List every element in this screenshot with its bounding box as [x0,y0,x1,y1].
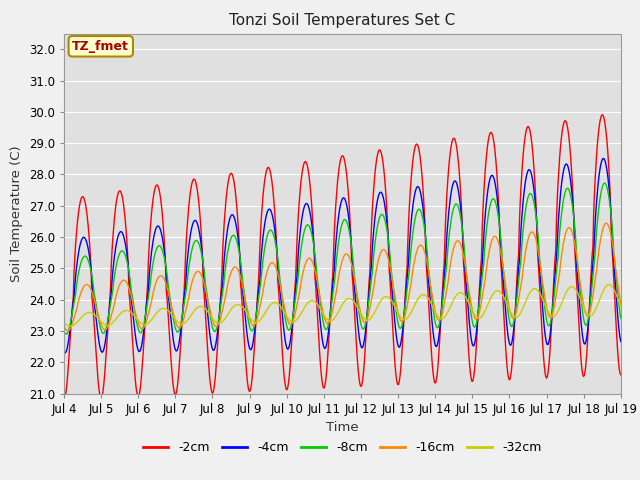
-8cm [71,295,79,301]
-16cm [64,328,72,334]
-2cm [127,320,135,325]
-16cm [411,256,419,262]
-32cm [128,311,136,316]
-2cm [184,214,192,219]
-4cm [185,244,193,250]
-8cm [63,331,70,337]
-8cm [214,320,222,325]
Line: -16cm: -16cm [64,223,621,331]
-4cm [71,283,79,288]
-8cm [428,288,435,294]
-32cm [71,322,79,327]
-8cm [128,292,136,298]
-32cm [60,320,68,325]
-16cm [185,295,193,301]
-16cm [428,286,435,291]
-8cm [601,180,609,186]
-4cm [617,339,625,345]
-32cm [185,316,193,322]
-8cm [60,328,68,334]
-32cm [411,302,419,308]
-16cm [71,312,79,318]
-32cm [214,320,222,326]
-8cm [617,315,625,321]
-2cm [70,269,78,275]
-16cm [128,297,136,303]
-4cm [600,156,607,161]
-16cm [214,322,222,328]
Line: -4cm: -4cm [64,158,621,353]
-4cm [61,350,68,356]
-4cm [411,191,419,196]
-32cm [605,282,613,288]
-16cm [60,323,68,329]
-2cm [598,112,606,118]
Y-axis label: Soil Temperature (C): Soil Temperature (C) [10,145,23,282]
-16cm [617,301,625,307]
-32cm [67,324,74,329]
Line: -32cm: -32cm [64,285,621,326]
-2cm [617,372,625,378]
Line: -8cm: -8cm [64,183,621,334]
-16cm [602,220,610,226]
-2cm [214,346,221,352]
-8cm [411,217,419,223]
-2cm [410,149,418,155]
-4cm [60,349,68,355]
Title: Tonzi Soil Temperatures Set C: Tonzi Soil Temperatures Set C [229,13,456,28]
X-axis label: Time: Time [326,421,358,434]
Line: -2cm: -2cm [64,115,621,400]
-4cm [128,304,136,310]
-2cm [426,331,434,336]
-32cm [428,300,435,306]
-2cm [60,397,68,403]
-4cm [214,324,222,330]
-32cm [617,303,625,309]
-8cm [185,265,193,271]
Legend: -2cm, -4cm, -8cm, -16cm, -32cm: -2cm, -4cm, -8cm, -16cm, -32cm [138,436,547,459]
Text: TZ_fmet: TZ_fmet [72,40,129,53]
-4cm [428,308,435,314]
